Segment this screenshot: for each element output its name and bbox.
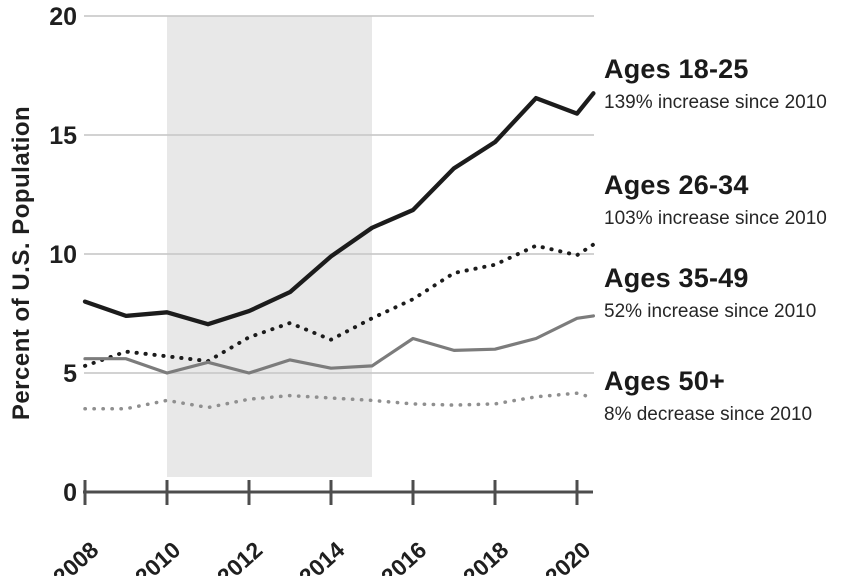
series-line-ages-35-49 bbox=[83, 314, 596, 375]
y-tick-label-10: 10 bbox=[49, 241, 77, 269]
y-tick-label-5: 5 bbox=[63, 360, 77, 388]
x-tick-label-2020: 2020 bbox=[540, 536, 595, 576]
y-axis-title: Percent of U.S. Population bbox=[8, 105, 35, 421]
series-line-ages-26-34 bbox=[83, 242, 596, 368]
legend-item-ages-18-25: Ages 18-25 139% increase since 2010 bbox=[604, 54, 851, 114]
highlight-band-2010-2015 bbox=[167, 16, 372, 477]
x-tick-label-2010: 2010 bbox=[130, 536, 185, 576]
legend-title-ages-50: Ages 50+ bbox=[604, 366, 725, 396]
legend-item-ages-50: Ages 50+ 8% decrease since 2010 bbox=[604, 366, 851, 426]
legend-annotation-ages-50: 8% decrease since 2010 bbox=[604, 404, 813, 426]
x-tick-label-2012: 2012 bbox=[212, 536, 267, 576]
y-tick-label-0: 0 bbox=[63, 479, 77, 507]
legend-annotation-ages-26-34: 103% increase since 2010 bbox=[604, 208, 827, 230]
legend-item-ages-35-49: Ages 35-49 52% increase since 2010 bbox=[604, 263, 851, 323]
x-tick-label-2018: 2018 bbox=[458, 536, 514, 576]
y-tick-label-20: 20 bbox=[49, 3, 77, 31]
x-tick-label-2014: 2014 bbox=[294, 536, 350, 576]
x-tick-label-2016: 2016 bbox=[376, 536, 431, 576]
legend-annotation-ages-18-25: 139% increase since 2010 bbox=[604, 92, 827, 114]
legend-title-ages-35-49: Ages 35-49 bbox=[604, 263, 749, 293]
legend-title-ages-26-34: Ages 26-34 bbox=[604, 170, 749, 200]
y-tick-label-15: 15 bbox=[49, 122, 77, 150]
x-tick-label-2008: 2008 bbox=[48, 536, 104, 576]
legend-title-ages-18-25: Ages 18-25 bbox=[604, 54, 749, 84]
legend-item-ages-26-34: Ages 26-34 103% increase since 2010 bbox=[604, 170, 851, 230]
series-line-ages-50 bbox=[83, 391, 596, 411]
series-line-ages-18-25 bbox=[82, 91, 596, 327]
legend-annotation-ages-35-49: 52% increase since 2010 bbox=[604, 301, 817, 323]
